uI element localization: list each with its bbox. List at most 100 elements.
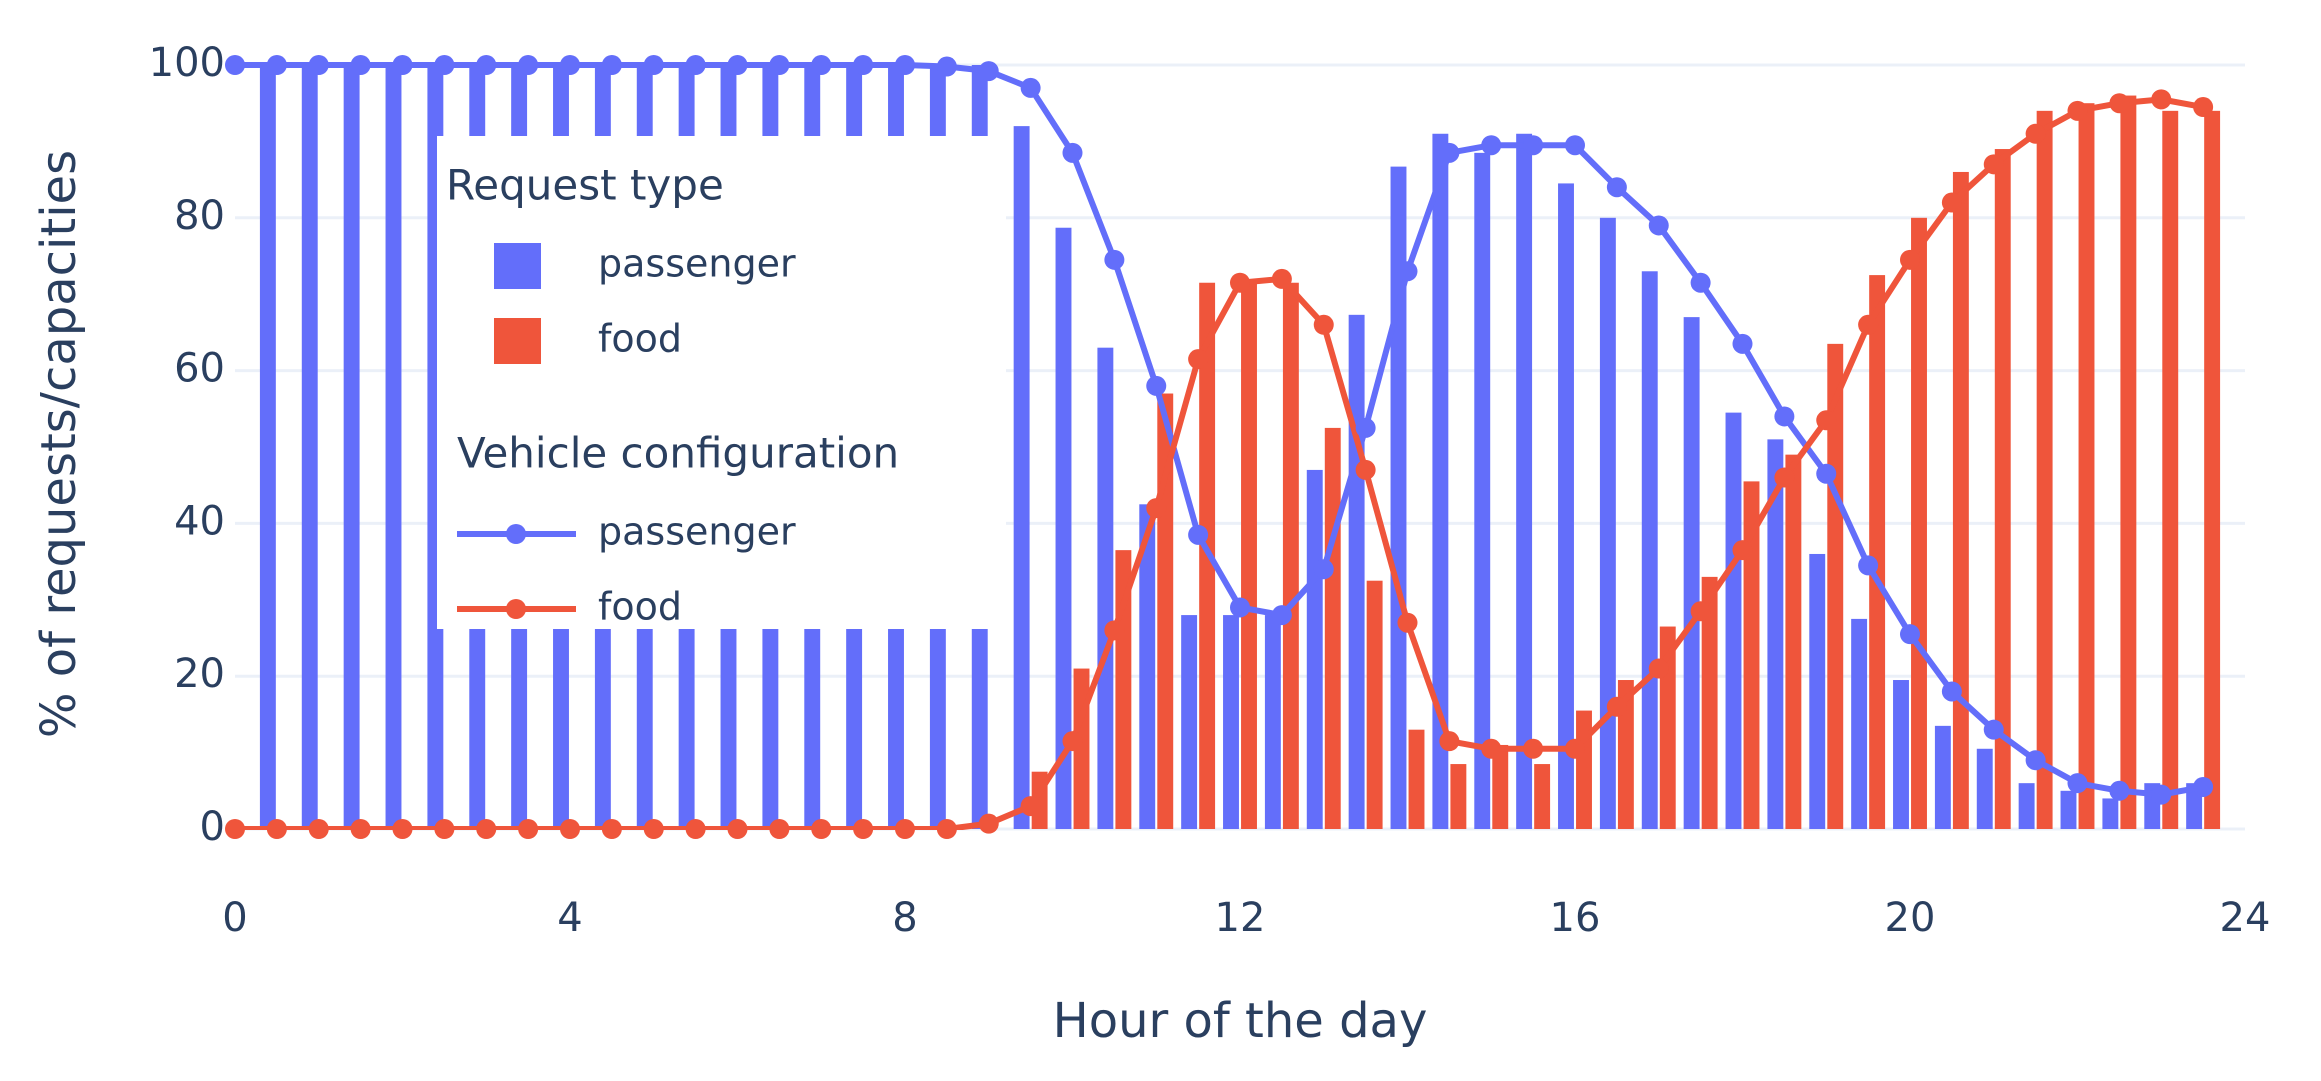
bar — [1809, 553, 1826, 829]
marker — [518, 819, 539, 839]
marker — [2067, 773, 2088, 794]
legend-label: food — [598, 317, 682, 361]
bar — [1558, 183, 1574, 830]
bar — [1641, 271, 1658, 829]
marker — [434, 819, 455, 839]
bar — [2060, 790, 2077, 829]
bar — [1599, 217, 1616, 830]
x-tick-label: 20 — [1885, 895, 1936, 941]
marker — [1816, 410, 1837, 431]
bar — [1701, 576, 1718, 829]
marker — [308, 819, 329, 839]
marker — [1188, 524, 1209, 545]
legend-group-title: Vehicle configuration — [457, 429, 899, 478]
marker — [853, 55, 874, 75]
marker — [936, 56, 957, 77]
bar — [1994, 149, 2011, 830]
marker — [1397, 261, 1418, 282]
marker — [2193, 776, 2214, 797]
marker — [1313, 559, 1334, 580]
marker — [560, 55, 580, 75]
marker — [601, 55, 622, 75]
bar — [385, 65, 402, 829]
legend-swatch — [494, 243, 541, 289]
marker — [1900, 624, 1920, 645]
bar — [1767, 439, 1784, 829]
bar — [1306, 469, 1323, 829]
x-tick-label: 0 — [222, 895, 247, 941]
marker — [266, 819, 287, 839]
y-tick-label: 20 — [174, 651, 225, 697]
marker — [978, 813, 999, 834]
legend-marker — [506, 599, 526, 619]
bar — [1576, 710, 1592, 829]
y-tick-label: 0 — [200, 804, 225, 850]
x-tick-label: 12 — [1215, 895, 1266, 941]
x-tick-label: 24 — [2220, 895, 2271, 941]
marker — [811, 55, 832, 75]
bar — [2036, 110, 2053, 830]
marker — [266, 55, 287, 75]
marker — [350, 819, 371, 839]
marker — [1146, 498, 1167, 519]
bar — [1241, 282, 1257, 829]
marker — [1355, 459, 1376, 480]
bar — [1139, 504, 1156, 829]
marker — [434, 55, 455, 75]
marker — [1481, 738, 1502, 759]
marker — [601, 819, 622, 839]
legend-box — [437, 136, 1006, 629]
marker — [811, 819, 832, 839]
x-axis-title: Hour of the day — [1053, 993, 1428, 1049]
marker — [2109, 93, 2130, 114]
marker — [1481, 135, 1502, 156]
marker — [1146, 375, 1167, 396]
marker — [2109, 780, 2130, 801]
marker — [643, 55, 664, 75]
marker — [1020, 796, 1041, 817]
bar — [2204, 110, 2221, 830]
bar — [1911, 217, 1927, 830]
bar — [1725, 412, 1742, 829]
marker — [560, 819, 580, 839]
legend-label: passenger — [598, 510, 796, 554]
bar — [1223, 615, 1239, 829]
marker — [1397, 612, 1418, 633]
bar — [259, 65, 276, 829]
bar — [1785, 454, 1802, 829]
marker — [1565, 135, 1585, 156]
marker — [1565, 738, 1585, 759]
bar — [301, 65, 318, 829]
marker — [1900, 249, 1920, 270]
marker — [1606, 177, 1627, 198]
y-tick-label: 100 — [149, 40, 225, 86]
bar — [1934, 725, 1951, 829]
marker — [225, 819, 245, 839]
marker — [2193, 97, 2214, 118]
marker — [476, 819, 497, 839]
marker — [392, 819, 413, 839]
marker — [1858, 555, 1879, 576]
x-tick-label: 4 — [557, 895, 582, 941]
marker — [350, 55, 371, 75]
marker — [2025, 123, 2046, 144]
bar — [2102, 798, 2119, 829]
bar — [1893, 680, 1909, 829]
bar — [1264, 615, 1281, 829]
bar — [1181, 615, 1198, 829]
bar — [1617, 680, 1634, 829]
bar — [1492, 744, 1509, 829]
marker — [1355, 417, 1376, 438]
bar — [1743, 481, 1760, 829]
marker — [1188, 349, 1209, 370]
marker — [1774, 467, 1795, 488]
bar — [2078, 103, 2095, 829]
marker — [392, 55, 413, 75]
marker — [769, 55, 790, 75]
marker — [1439, 142, 1460, 163]
bar — [1348, 314, 1365, 829]
bar — [1432, 133, 1449, 829]
marker — [1941, 681, 1962, 702]
y-tick-label: 60 — [174, 346, 225, 392]
